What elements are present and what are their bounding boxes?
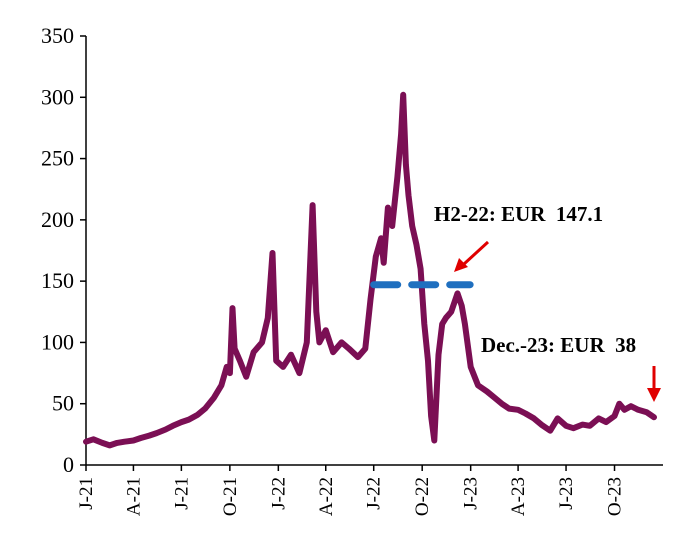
y-ticks: 0 50 100 150 200 250 300 350 [41,23,86,477]
x-tick-label: J-21 [171,477,192,510]
x-tick-label: J-23 [556,477,577,510]
x-ticks: J-21 A-21 J-21 O-21 J-22 A-22 J-22 O-22 J-23 A-23… [76,465,626,516]
annotation-h2-22: H2-22: EUR 147.1 [434,202,603,226]
y-tick-label: 200 [41,207,74,232]
y-tick-label: 350 [41,23,74,48]
x-tick-label: O-21 [220,477,241,516]
x-tick-label: A-23 [508,477,529,516]
series-line [83,91,657,449]
arrow-head-h2-22 [454,258,468,272]
x-tick-label: O-23 [605,477,626,516]
annotations: H2-22: EUR 147.1 Dec.-23: EUR 38 [434,202,661,402]
y-tick-label: 150 [41,268,74,293]
y-tick-label: 50 [52,391,74,416]
arrow-h2-22 [462,240,490,266]
arrow-head-dec-23 [647,388,661,402]
x-tick-label: A-21 [123,477,144,516]
annotation-dec-23: Dec.-23: EUR 38 [481,333,636,357]
y-tick-label: 250 [41,146,74,171]
x-tick-label: J-23 [461,477,482,510]
x-tick-label: J-22 [268,477,289,510]
x-tick-label: J-22 [364,477,385,510]
y-tick-label: 100 [41,329,74,354]
x-tick-label: A-22 [316,477,337,516]
y-tick-label: 0 [63,452,74,477]
x-tick-label: O-22 [412,477,433,516]
y-tick-label: 300 [41,84,74,109]
x-tick-label: J-21 [76,477,97,510]
